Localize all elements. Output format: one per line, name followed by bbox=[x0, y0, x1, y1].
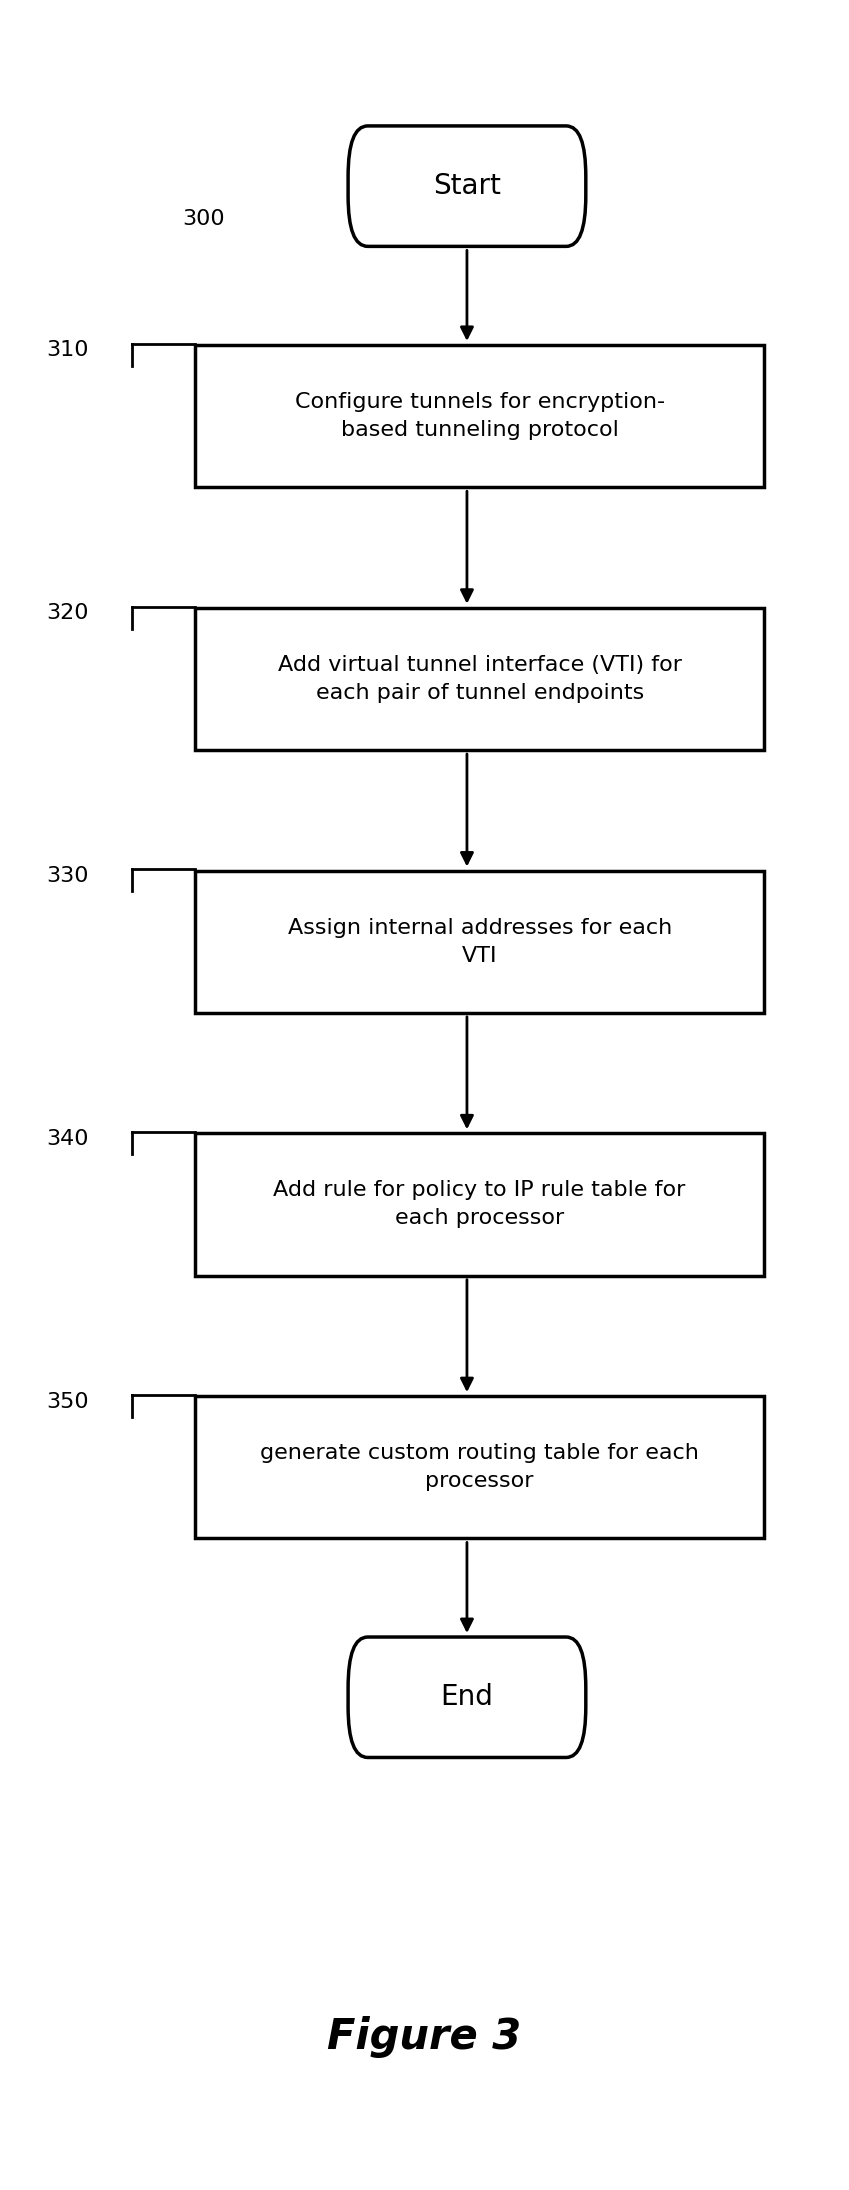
Text: 350: 350 bbox=[47, 1391, 89, 1413]
Text: 300: 300 bbox=[183, 208, 225, 230]
Text: Assign internal addresses for each
VTI: Assign internal addresses for each VTI bbox=[288, 918, 672, 966]
Bar bbox=[195, 1397, 764, 1537]
Text: generate custom routing table for each
processor: generate custom routing table for each p… bbox=[261, 1443, 699, 1491]
Bar bbox=[195, 344, 764, 486]
Text: Configure tunnels for encryption-
based tunneling protocol: Configure tunnels for encryption- based … bbox=[295, 392, 665, 440]
Text: 320: 320 bbox=[47, 602, 89, 624]
Text: Add virtual tunnel interface (VTI) for
each pair of tunnel endpoints: Add virtual tunnel interface (VTI) for e… bbox=[278, 655, 682, 703]
Text: Start: Start bbox=[433, 173, 501, 199]
Text: 330: 330 bbox=[47, 865, 89, 887]
Bar bbox=[195, 869, 764, 1012]
Bar bbox=[195, 609, 764, 749]
FancyBboxPatch shape bbox=[348, 125, 586, 245]
Text: 340: 340 bbox=[47, 1128, 89, 1150]
Text: Add rule for policy to IP rule table for
each processor: Add rule for policy to IP rule table for… bbox=[273, 1180, 686, 1229]
Bar bbox=[195, 1134, 764, 1275]
Text: Figure 3: Figure 3 bbox=[328, 2015, 521, 2059]
Text: 310: 310 bbox=[47, 339, 89, 361]
Text: End: End bbox=[441, 1684, 493, 1710]
FancyBboxPatch shape bbox=[348, 1638, 586, 1756]
